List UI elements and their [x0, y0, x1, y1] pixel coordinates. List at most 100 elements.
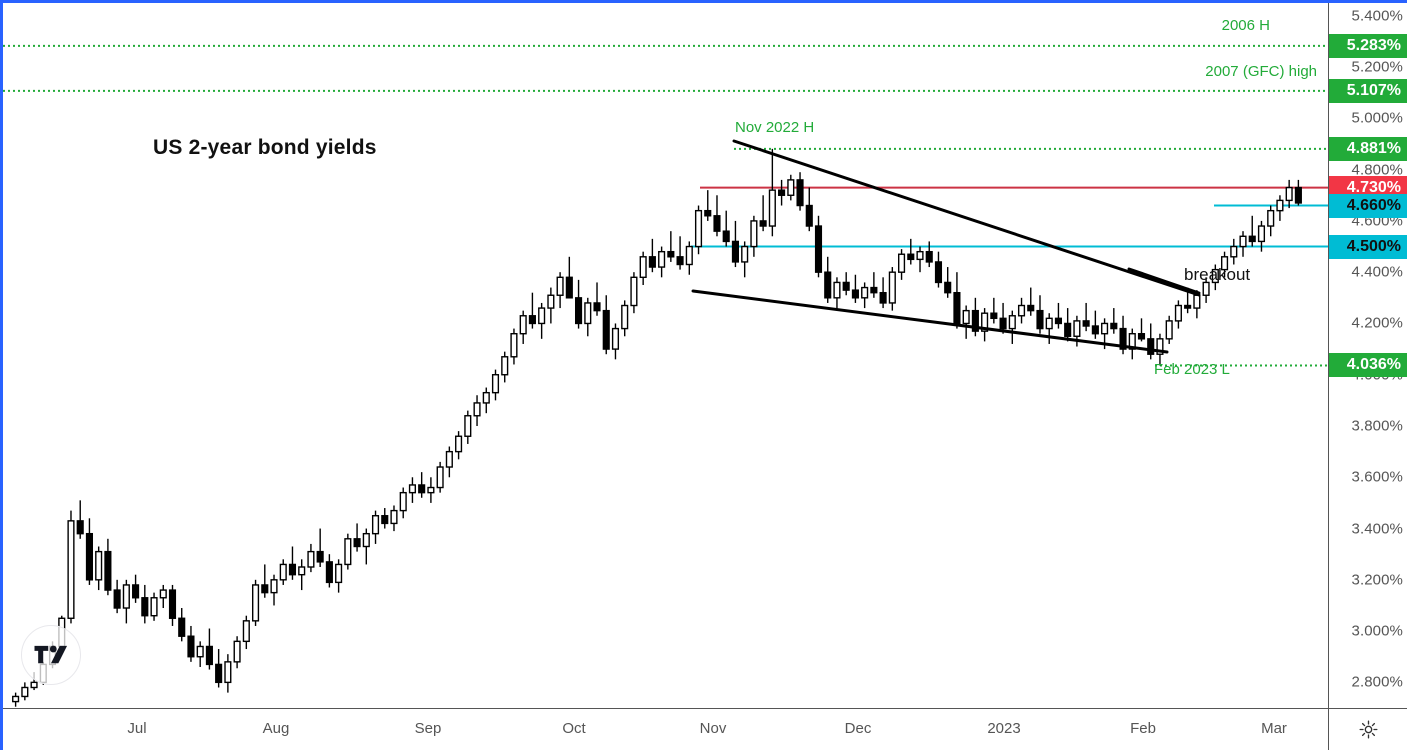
candle-body — [676, 256, 684, 266]
candle-body — [1147, 338, 1155, 355]
candle — [925, 241, 933, 268]
candle — [279, 559, 287, 585]
candle — [1211, 264, 1219, 291]
candle-body — [316, 550, 324, 563]
candle-body — [122, 584, 130, 609]
candle — [639, 251, 647, 285]
candle — [67, 510, 75, 624]
candle-body — [1110, 322, 1118, 330]
chart-pane[interactable]: US 2-year bond yields 2006 H 2007 (GFC) h… — [3, 3, 1328, 708]
candle-body — [759, 220, 767, 227]
candle-body — [30, 681, 38, 689]
candle-body — [335, 563, 343, 584]
candle — [316, 528, 324, 567]
time-tick: Jul — [127, 720, 147, 737]
price-label-cyan[interactable]: 4.660% — [1329, 193, 1407, 218]
candle — [85, 518, 94, 585]
candle — [1054, 302, 1063, 329]
candle — [12, 692, 20, 707]
candle-body — [362, 532, 370, 548]
candle — [1257, 220, 1266, 252]
candle-body — [187, 635, 195, 658]
candle — [916, 246, 924, 273]
candle-body — [12, 695, 20, 703]
time-scale[interactable]: Jul Aug Sep Oct Nov Dec 2023 Feb Mar — [3, 708, 1328, 750]
candle-body — [1184, 304, 1192, 309]
candle-body — [1064, 322, 1072, 337]
candle-body — [574, 297, 583, 325]
price-label-green[interactable]: 4.036% — [1329, 353, 1407, 378]
candle — [436, 461, 444, 493]
candle-body — [344, 538, 352, 566]
candle-body — [667, 250, 675, 258]
candle — [445, 446, 453, 478]
tradingview-logo — [21, 625, 81, 685]
candle — [178, 608, 186, 642]
anno-feb-2023-low: Feb 2023 L — [1154, 361, 1230, 378]
page-title: US 2-year bond yields — [153, 136, 377, 159]
anno-nov-2022-high: Nov 2022 H — [735, 119, 815, 136]
candle — [1036, 295, 1044, 334]
candle-body — [907, 253, 915, 261]
candle-body — [1008, 315, 1016, 330]
candle — [371, 510, 380, 544]
gear-icon[interactable] — [1359, 720, 1378, 739]
candle-body — [1202, 281, 1210, 296]
candle-body — [196, 645, 204, 658]
candle — [768, 148, 776, 237]
candle — [95, 546, 103, 591]
price-tick: 3.000% — [1351, 622, 1403, 640]
candle-body — [168, 589, 177, 619]
candle-body — [658, 250, 666, 268]
candle-body — [1239, 235, 1247, 248]
candle-body — [528, 315, 536, 325]
candle — [1110, 308, 1118, 334]
candle — [796, 172, 804, 211]
candle — [870, 272, 878, 298]
candle — [510, 328, 518, 365]
candle — [888, 267, 896, 311]
price-tick: 5.000% — [1351, 109, 1403, 127]
candle-body — [870, 286, 878, 294]
candle-body — [371, 515, 380, 535]
candle-body — [261, 584, 269, 594]
price-label-cyan[interactable]: 4.500% — [1329, 234, 1407, 259]
candle-body — [242, 620, 250, 643]
chart-settings-button[interactable] — [1328, 708, 1407, 750]
candle-body — [713, 215, 721, 232]
candle — [787, 174, 795, 201]
time-tick: Aug — [262, 720, 290, 737]
candle — [1248, 215, 1256, 247]
candle — [491, 369, 500, 401]
candle — [842, 272, 850, 296]
candle — [325, 554, 333, 588]
candle-body — [464, 415, 472, 437]
price-label-green[interactable]: 5.107% — [1329, 78, 1407, 103]
candle — [704, 190, 712, 221]
candle — [464, 410, 472, 444]
candle-body — [916, 250, 924, 261]
candle-body — [307, 550, 315, 568]
candle-body — [159, 589, 167, 599]
candle — [722, 210, 730, 247]
candle-body — [132, 584, 140, 599]
candle-body — [215, 663, 223, 684]
candle — [187, 625, 195, 662]
candle — [1091, 310, 1099, 339]
candle-body — [741, 245, 749, 263]
candle-body — [731, 240, 740, 263]
candle — [390, 505, 398, 532]
candle-body — [814, 225, 823, 273]
candle-body — [224, 661, 232, 684]
candle-body — [851, 289, 859, 299]
candle-body — [501, 356, 509, 376]
candle-body — [925, 250, 933, 263]
price-label-green[interactable]: 4.881% — [1329, 136, 1407, 161]
candle — [981, 308, 989, 342]
price-label-green[interactable]: 5.283% — [1329, 33, 1407, 58]
candle — [122, 579, 130, 624]
candle — [427, 477, 435, 503]
candle — [482, 387, 490, 414]
candle — [1294, 179, 1302, 206]
price-scale[interactable]: 5.400% 5.200% 5.000% 4.800% 4.600% 4.400% 4.20… — [1328, 3, 1407, 708]
